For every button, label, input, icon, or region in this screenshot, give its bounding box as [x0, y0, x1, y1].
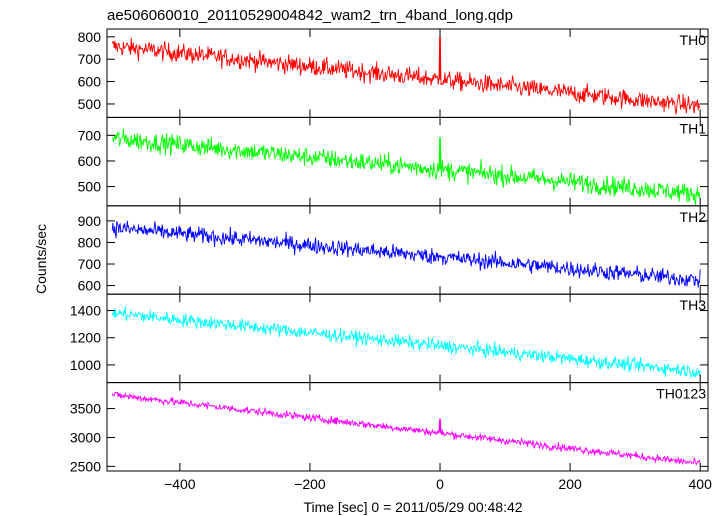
x-tick-label: −200	[294, 476, 326, 492]
y-tick-label: 3500	[70, 401, 101, 417]
x-tick-label: −400	[164, 476, 196, 492]
series-label-th2: TH2	[680, 209, 707, 225]
panel-th1: 500 600 700 TH1	[78, 116, 709, 207]
y-tick-label: 900	[78, 213, 102, 229]
series-label-th0: TH0	[680, 32, 707, 48]
x-tick-label: 0	[436, 476, 444, 492]
y-tick-label: 600	[78, 74, 102, 90]
panel-frame	[106, 205, 709, 295]
series-label-th3: TH3	[680, 297, 707, 313]
series-label-th1: TH1	[680, 120, 707, 136]
y-tick-label: 700	[78, 51, 102, 67]
series-th1-line	[111, 128, 701, 206]
series-th0123-line	[111, 391, 701, 466]
y-tick-label: 700	[78, 256, 102, 272]
x-axis-label: Time [sec] 0 = 2011/05/29 00:48:42	[303, 499, 522, 515]
panel-th0123: 2500 3000 3500 TH0123	[70, 382, 709, 474]
y-tick-label: 3000	[70, 429, 101, 445]
y-tick-label: 600	[78, 153, 102, 169]
y-tick-label: 700	[78, 127, 102, 143]
y-tick-label: 1000	[70, 357, 101, 373]
chart-title: ae506060010_20110529004842_wam2_trn_4ban…	[107, 7, 513, 24]
panel-frame	[106, 116, 709, 207]
x-tick-label: 400	[689, 476, 713, 492]
y-tick-label: 2500	[70, 458, 101, 474]
y-tick-label: 800	[78, 234, 102, 250]
panel-th3: 1000 1200 1400 TH3	[70, 293, 709, 384]
chart-panels: 500 600 700 800 TH0 500 600 700 TH1 600 700 800 900 T…	[70, 28, 713, 492]
panel-th0: 500 600 700 800 TH0	[78, 28, 709, 118]
x-tick-label: 200	[558, 476, 582, 492]
panel-frame	[106, 293, 709, 384]
panel-th2: 600 700 800 900 TH2	[78, 205, 709, 295]
y-tick-label: 600	[78, 278, 102, 294]
y-tick-label: 1400	[70, 303, 101, 319]
y-tick-label: 800	[78, 29, 102, 45]
y-tick-label: 1200	[70, 330, 101, 346]
y-tick-label: 500	[78, 179, 102, 195]
y-axis-label: Counts/sec	[33, 224, 49, 294]
series-th0-line	[111, 36, 701, 115]
y-tick-label: 500	[78, 96, 102, 112]
series-th3-line	[111, 306, 701, 379]
series-label-th0123: TH0123	[656, 386, 706, 402]
panel-frame	[106, 382, 709, 472]
series-th2-line	[111, 220, 701, 288]
